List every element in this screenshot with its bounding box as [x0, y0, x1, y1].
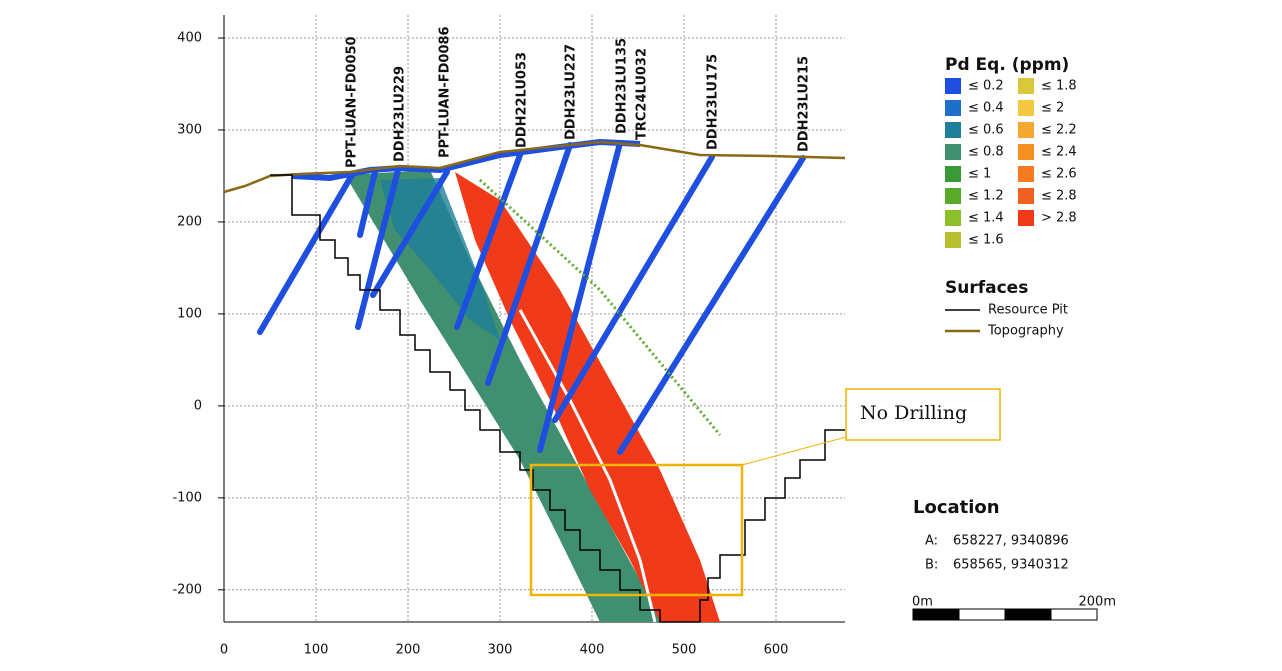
legend-swatch — [945, 100, 961, 116]
legend-label: ≤ 2.8 — [1041, 189, 1077, 204]
drill-trace — [355, 167, 401, 330]
x-tick-label: 0 — [220, 643, 228, 658]
legend-label: ≤ 0.8 — [968, 145, 1004, 160]
legend-title: Pd Eq. (ppm) — [945, 55, 1069, 75]
y-tick-label: -100 — [172, 490, 202, 505]
drill-hole-label: PPT-LUAN-FD0086 — [438, 26, 453, 158]
drill-traces — [257, 140, 806, 455]
y-tick-label: -200 — [172, 582, 202, 597]
legend-label: ≤ 2.6 — [1041, 167, 1077, 182]
callout-line — [741, 436, 847, 466]
scale-seg — [1004, 608, 1052, 621]
x-tick-label: 100 — [304, 643, 329, 658]
legend-label: ≤ 0.4 — [968, 101, 1004, 116]
gap-trace — [518, 309, 657, 623]
legend-swatch — [945, 210, 961, 226]
location-title: Location — [913, 497, 1000, 518]
legend-label: ≤ 1.2 — [968, 189, 1004, 204]
legend-swatch — [945, 122, 961, 138]
scale-seg — [958, 608, 1006, 621]
topography — [223, 140, 846, 194]
legend-swatch — [945, 188, 961, 204]
low-grade-zone — [345, 170, 660, 622]
legend-label: ≤ 0.6 — [968, 123, 1004, 138]
drill-hole-label: DDH23LU215 — [797, 56, 812, 152]
legend-swatch — [945, 166, 961, 182]
legend-label: ≤ 0.2 — [968, 79, 1004, 94]
scale-end: 200m — [1079, 595, 1116, 610]
location-value: 658565, 9340312 — [953, 558, 1069, 573]
drill-hole-label: DDH22LU053 — [515, 52, 530, 148]
legend-swatch — [945, 78, 961, 94]
drill-hole-label: PPT-LUAN-FD0050 — [345, 36, 360, 168]
scale-start: 0m — [912, 595, 933, 610]
y-tick-label: 0 — [194, 398, 202, 413]
y-tick-label: 300 — [177, 122, 202, 137]
drill-trace — [257, 172, 355, 335]
legend-label: ≤ 2.2 — [1041, 123, 1077, 138]
scale-bar — [912, 608, 1098, 621]
x-tick-label: 500 — [672, 643, 697, 658]
drill-hole-label: TRC24LU032 — [635, 48, 650, 140]
drill-trace — [454, 152, 523, 330]
drill-trace — [552, 154, 715, 423]
legend-swatch — [1018, 78, 1034, 94]
drill-hole-label: DDH23LU227 — [564, 44, 579, 140]
legend-label: ≤ 2.4 — [1041, 145, 1077, 160]
y-tick-label: 200 — [177, 214, 202, 229]
y-tick-label: 100 — [177, 306, 202, 321]
legend-swatch — [945, 144, 961, 160]
drill-hole-label: DDH23LU175 — [706, 54, 721, 150]
callout-box — [845, 388, 1001, 441]
legend-swatch — [1018, 210, 1034, 226]
location-key: A: — [925, 534, 938, 549]
legend-swatch — [1018, 122, 1034, 138]
legend-label: ≤ 1.8 — [1041, 79, 1077, 94]
callout-text: No Drilling — [860, 402, 967, 424]
y-tick-label: 400 — [177, 30, 202, 45]
drill-trace — [357, 169, 378, 238]
location: A: 658227, 9340896 B: 658565, 9340312 — [925, 534, 1069, 573]
legend-label: ≤ 1.6 — [968, 233, 1004, 248]
legend-swatch — [1018, 188, 1034, 204]
legend-label: Resource Pit — [988, 303, 1068, 318]
legend-swatch — [1018, 100, 1034, 116]
scale-seg — [912, 608, 960, 621]
scale-seg — [1050, 608, 1098, 621]
surfaces-title: Surfaces — [945, 278, 1028, 298]
drill-hole-label: DDH23LU229 — [393, 66, 408, 162]
legend-label: ≤ 1 — [968, 167, 991, 182]
legend-swatch — [945, 232, 961, 248]
legend-label: Topography — [987, 324, 1064, 339]
x-tick-label: 400 — [580, 643, 605, 658]
drill-trace — [485, 142, 573, 386]
location-key: B: — [925, 558, 938, 573]
legend: ≤ 0.2 ≤ 0.4 ≤ 0.6 ≤ 0.8 ≤ 1 ≤ 1.2 ≤ 1.4 ≤ 1.6 ≤ … — [945, 78, 1077, 339]
legend-label: > 2.8 — [1041, 211, 1077, 226]
drill-trace — [617, 155, 806, 455]
legend-swatch — [1018, 166, 1034, 182]
grid: 0 100 200 300 400 500 600 -200 -100 0 100 200 300 400 — [172, 15, 845, 658]
legend-label: ≤ 2 — [1041, 101, 1064, 116]
x-tick-label: 200 — [396, 643, 421, 658]
drill-hole-label: DDH23LU135 — [615, 38, 630, 134]
legend-swatch — [1018, 144, 1034, 160]
x-tick-label: 600 — [764, 643, 789, 658]
location-value: 658227, 9340896 — [953, 534, 1069, 549]
legend-label: ≤ 1.4 — [968, 211, 1004, 226]
drill-trace — [537, 140, 623, 453]
x-tick-label: 300 — [488, 643, 513, 658]
drill-trace — [370, 169, 450, 298]
no-drilling-area — [529, 463, 744, 597]
